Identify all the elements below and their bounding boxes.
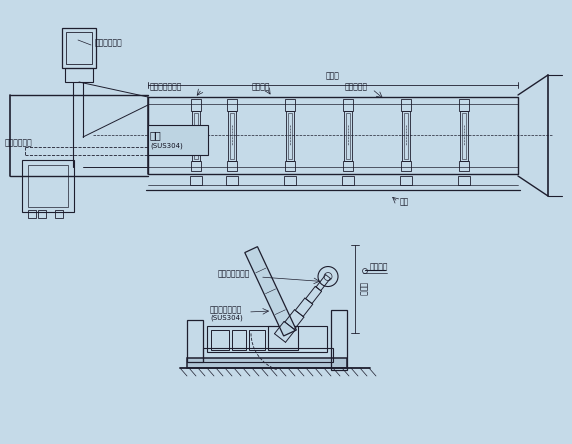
Text: (SUS304): (SUS304): [210, 315, 243, 321]
Bar: [228, 111, 236, 161]
Bar: [462, 113, 466, 159]
Bar: [459, 161, 469, 171]
Text: 配管車: 配管車: [358, 282, 367, 296]
Bar: [402, 111, 410, 161]
Bar: [285, 99, 295, 111]
Text: 直径間: 直径間: [326, 71, 340, 80]
Bar: [400, 176, 412, 185]
Text: 油圧シリンダー: 油圧シリンダー: [150, 83, 182, 91]
Bar: [148, 125, 208, 155]
Bar: [62, 28, 96, 68]
Bar: [203, 348, 333, 362]
Polygon shape: [245, 247, 296, 336]
Bar: [192, 111, 200, 161]
Bar: [187, 320, 203, 362]
Bar: [194, 113, 198, 159]
Bar: [401, 161, 411, 171]
Bar: [331, 310, 347, 370]
Text: 油圧ユニット: 油圧ユニット: [95, 39, 123, 48]
Bar: [401, 99, 411, 111]
Bar: [22, 160, 74, 212]
Text: 配管: 配管: [150, 130, 162, 140]
Text: サイドプレート: サイドプレート: [210, 305, 243, 314]
Bar: [343, 99, 353, 111]
Text: 油圧シリンダー: 油圧シリンダー: [218, 270, 251, 278]
Bar: [38, 210, 46, 218]
Bar: [284, 176, 296, 185]
Bar: [342, 176, 354, 185]
Text: 転倒水面: 転倒水面: [252, 83, 271, 91]
Bar: [65, 68, 93, 82]
Bar: [187, 358, 347, 368]
Text: 軸受: 軸受: [400, 198, 409, 206]
Bar: [230, 113, 234, 159]
Bar: [343, 161, 353, 171]
Bar: [285, 161, 295, 171]
Bar: [404, 113, 408, 159]
Text: フロート装置: フロート装置: [5, 139, 33, 147]
Bar: [460, 111, 468, 161]
Bar: [346, 113, 350, 159]
Bar: [55, 210, 63, 218]
Bar: [232, 330, 246, 350]
Bar: [288, 113, 292, 159]
Bar: [268, 326, 298, 350]
Bar: [459, 99, 469, 111]
Text: 転倒水面: 転倒水面: [370, 262, 388, 271]
Bar: [190, 176, 202, 185]
Bar: [191, 161, 201, 171]
Bar: [28, 165, 68, 207]
Bar: [227, 99, 237, 111]
Bar: [28, 210, 36, 218]
Bar: [249, 330, 265, 350]
Bar: [66, 32, 92, 64]
Bar: [148, 97, 518, 174]
Bar: [344, 111, 352, 161]
Bar: [207, 326, 327, 352]
Bar: [211, 330, 229, 350]
Bar: [458, 176, 470, 185]
Text: (SUS304): (SUS304): [150, 143, 182, 149]
Bar: [226, 176, 238, 185]
Bar: [286, 111, 294, 161]
Bar: [227, 161, 237, 171]
Text: スポイラー: スポイラー: [345, 83, 368, 91]
Bar: [191, 99, 201, 111]
